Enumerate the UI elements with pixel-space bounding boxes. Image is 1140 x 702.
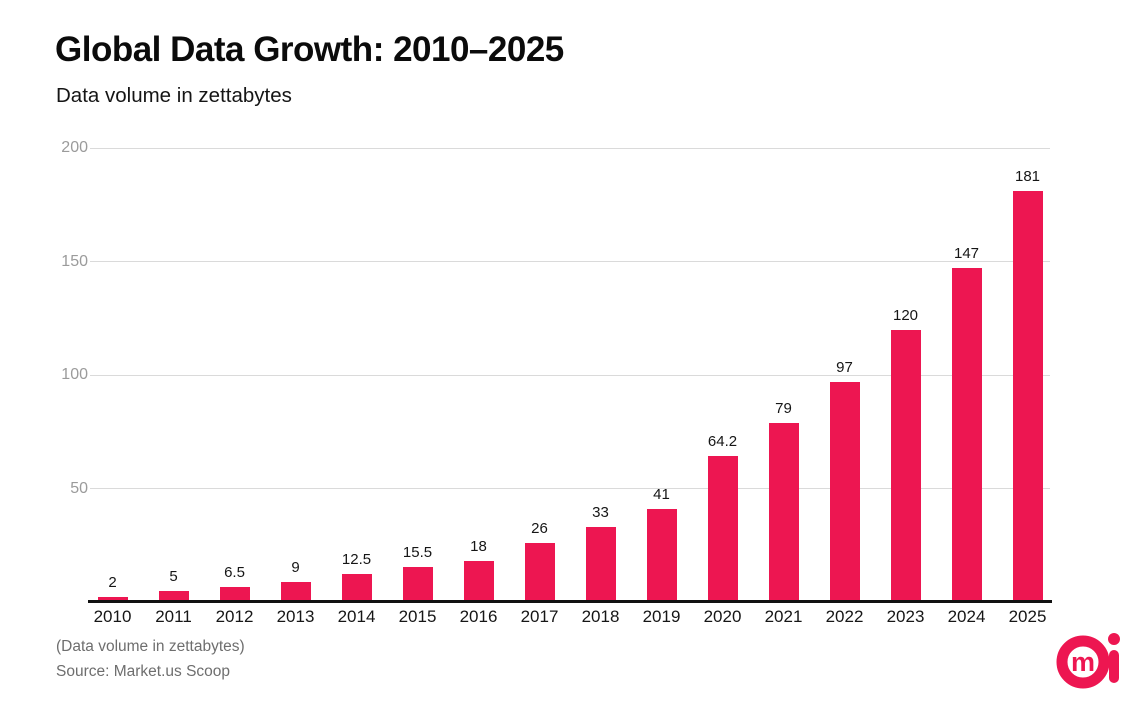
bar-value-label: 64.2 (707, 433, 738, 450)
bar-column: 2 (82, 148, 143, 602)
bar (402, 567, 433, 602)
chart-subtitle: Data volume in zettabytes (56, 84, 292, 107)
bar (707, 456, 738, 602)
x-tick-label: 2024 (947, 607, 986, 626)
bar (524, 543, 555, 602)
bar-value-label: 6.5 (224, 564, 245, 581)
x-axis-labels: 2010 2011 2012 2013 2014 2015 2016 2017 2018 2019… (82, 607, 1058, 627)
bar-value-label: 33 (592, 504, 609, 521)
bar-column: 5 (143, 148, 204, 602)
logo-letter-i-dot (1108, 633, 1120, 645)
logo-ring (1056, 635, 1110, 689)
y-tick-label: 200 (61, 139, 88, 156)
x-tick-label: 2017 (520, 607, 559, 626)
logo-letter-i-stem (1109, 650, 1119, 683)
x-tick-label: 2021 (764, 607, 803, 626)
bar (280, 582, 311, 602)
bar-column: 97 (814, 148, 875, 602)
y-tick-label: 50 (70, 479, 88, 497)
bar-value-label: 181 (1014, 168, 1041, 185)
x-tick-label: 2015 (398, 607, 437, 626)
bar (1012, 191, 1043, 602)
gridline (90, 147, 1050, 149)
bar (463, 561, 494, 602)
bar-value-label: 147 (953, 245, 980, 262)
bar (585, 527, 616, 602)
bar-column: 33 (570, 148, 631, 602)
bar (829, 382, 860, 602)
bar-column: 15.5 (387, 148, 448, 602)
gridline (90, 488, 1050, 489)
x-tick-label: 2016 (459, 607, 498, 626)
bar-value-label: 12.5 (341, 551, 372, 568)
bar (97, 597, 128, 602)
bar-column: 120 (875, 148, 936, 602)
bar-value-label: 26 (531, 520, 548, 537)
bar-column: 79 (753, 148, 814, 602)
bar (158, 591, 189, 602)
y-tick-label: 100 (61, 366, 88, 383)
plot-area: 2 5 6.5 9 12.5 15.5 18 26 33 41 64.2 79 97 120 147 181 (82, 148, 1058, 602)
x-tick-label: 2022 (825, 607, 864, 626)
source-credit: Source: Market.us Scoop (56, 663, 231, 680)
gridlines (90, 0, 1050, 702)
x-tick-label: 2023 (886, 607, 925, 626)
x-tick-label: 2012 (215, 607, 254, 626)
x-tick-label: 2025 (1008, 607, 1047, 626)
chart-title: Global Data Growth: 2010–2025 (55, 30, 564, 69)
y-axis-tick-labels: 50 100 150 200 (30, 0, 88, 702)
bar-column: 147 (936, 148, 997, 602)
x-tick-label: 2020 (703, 607, 742, 626)
bar-column: 12.5 (326, 148, 387, 602)
bar (646, 509, 677, 602)
bar-value-label: 9 (291, 559, 300, 576)
market-us-mi-logo: m (1056, 628, 1126, 692)
bar (951, 268, 982, 602)
bar-column: 9 (265, 148, 326, 602)
bar-column: 41 (631, 148, 692, 602)
bar-value-label: 15.5 (402, 544, 433, 561)
x-tick-label: 2010 (93, 607, 132, 626)
footnote: (Data volume in zettabytes) (56, 638, 245, 655)
bar-value-label: 79 (775, 400, 792, 417)
x-tick-label: 2013 (276, 607, 315, 626)
bar-column: 26 (509, 148, 570, 602)
bar-value-label: 120 (892, 307, 919, 324)
logo-letter-m: m (1071, 647, 1095, 677)
x-axis-line (88, 600, 1052, 603)
x-tick-label: 2019 (642, 607, 681, 626)
bar (219, 587, 250, 602)
bar-value-label: 2 (108, 574, 117, 591)
y-tick-label: 150 (61, 252, 88, 270)
bar (341, 574, 372, 602)
x-tick-label: 2018 (581, 607, 620, 626)
bar-value-label: 5 (169, 568, 178, 585)
bar-value-label: 41 (653, 486, 670, 503)
x-tick-label: 2014 (337, 607, 376, 626)
x-tick-label: 2011 (155, 607, 192, 626)
bar (890, 330, 921, 602)
bar-column: 181 (997, 148, 1058, 602)
gridline (90, 261, 1050, 262)
bar-column: 6.5 (204, 148, 265, 602)
gridline (90, 374, 1050, 376)
bar-column: 64.2 (692, 148, 753, 602)
bar-value-label: 97 (836, 359, 853, 376)
bar-value-label: 18 (470, 538, 487, 555)
bar (768, 423, 799, 602)
bar-column: 18 (448, 148, 509, 602)
